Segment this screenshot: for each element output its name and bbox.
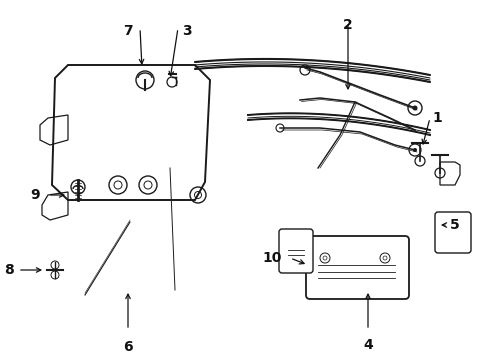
Text: 8: 8 (4, 263, 14, 277)
Text: 7: 7 (123, 24, 133, 38)
Circle shape (413, 148, 417, 152)
Circle shape (413, 105, 417, 111)
Text: 4: 4 (363, 338, 373, 352)
Text: 3: 3 (182, 24, 192, 38)
Text: 9: 9 (30, 188, 40, 202)
FancyBboxPatch shape (279, 229, 313, 273)
Text: 2: 2 (343, 18, 353, 32)
Text: 1: 1 (432, 111, 442, 125)
FancyBboxPatch shape (435, 212, 471, 253)
Text: 6: 6 (123, 340, 133, 354)
Text: 5: 5 (450, 218, 460, 232)
Circle shape (136, 71, 154, 89)
Text: 10: 10 (263, 251, 282, 265)
Polygon shape (52, 65, 210, 200)
FancyBboxPatch shape (306, 236, 409, 299)
Circle shape (71, 180, 85, 194)
